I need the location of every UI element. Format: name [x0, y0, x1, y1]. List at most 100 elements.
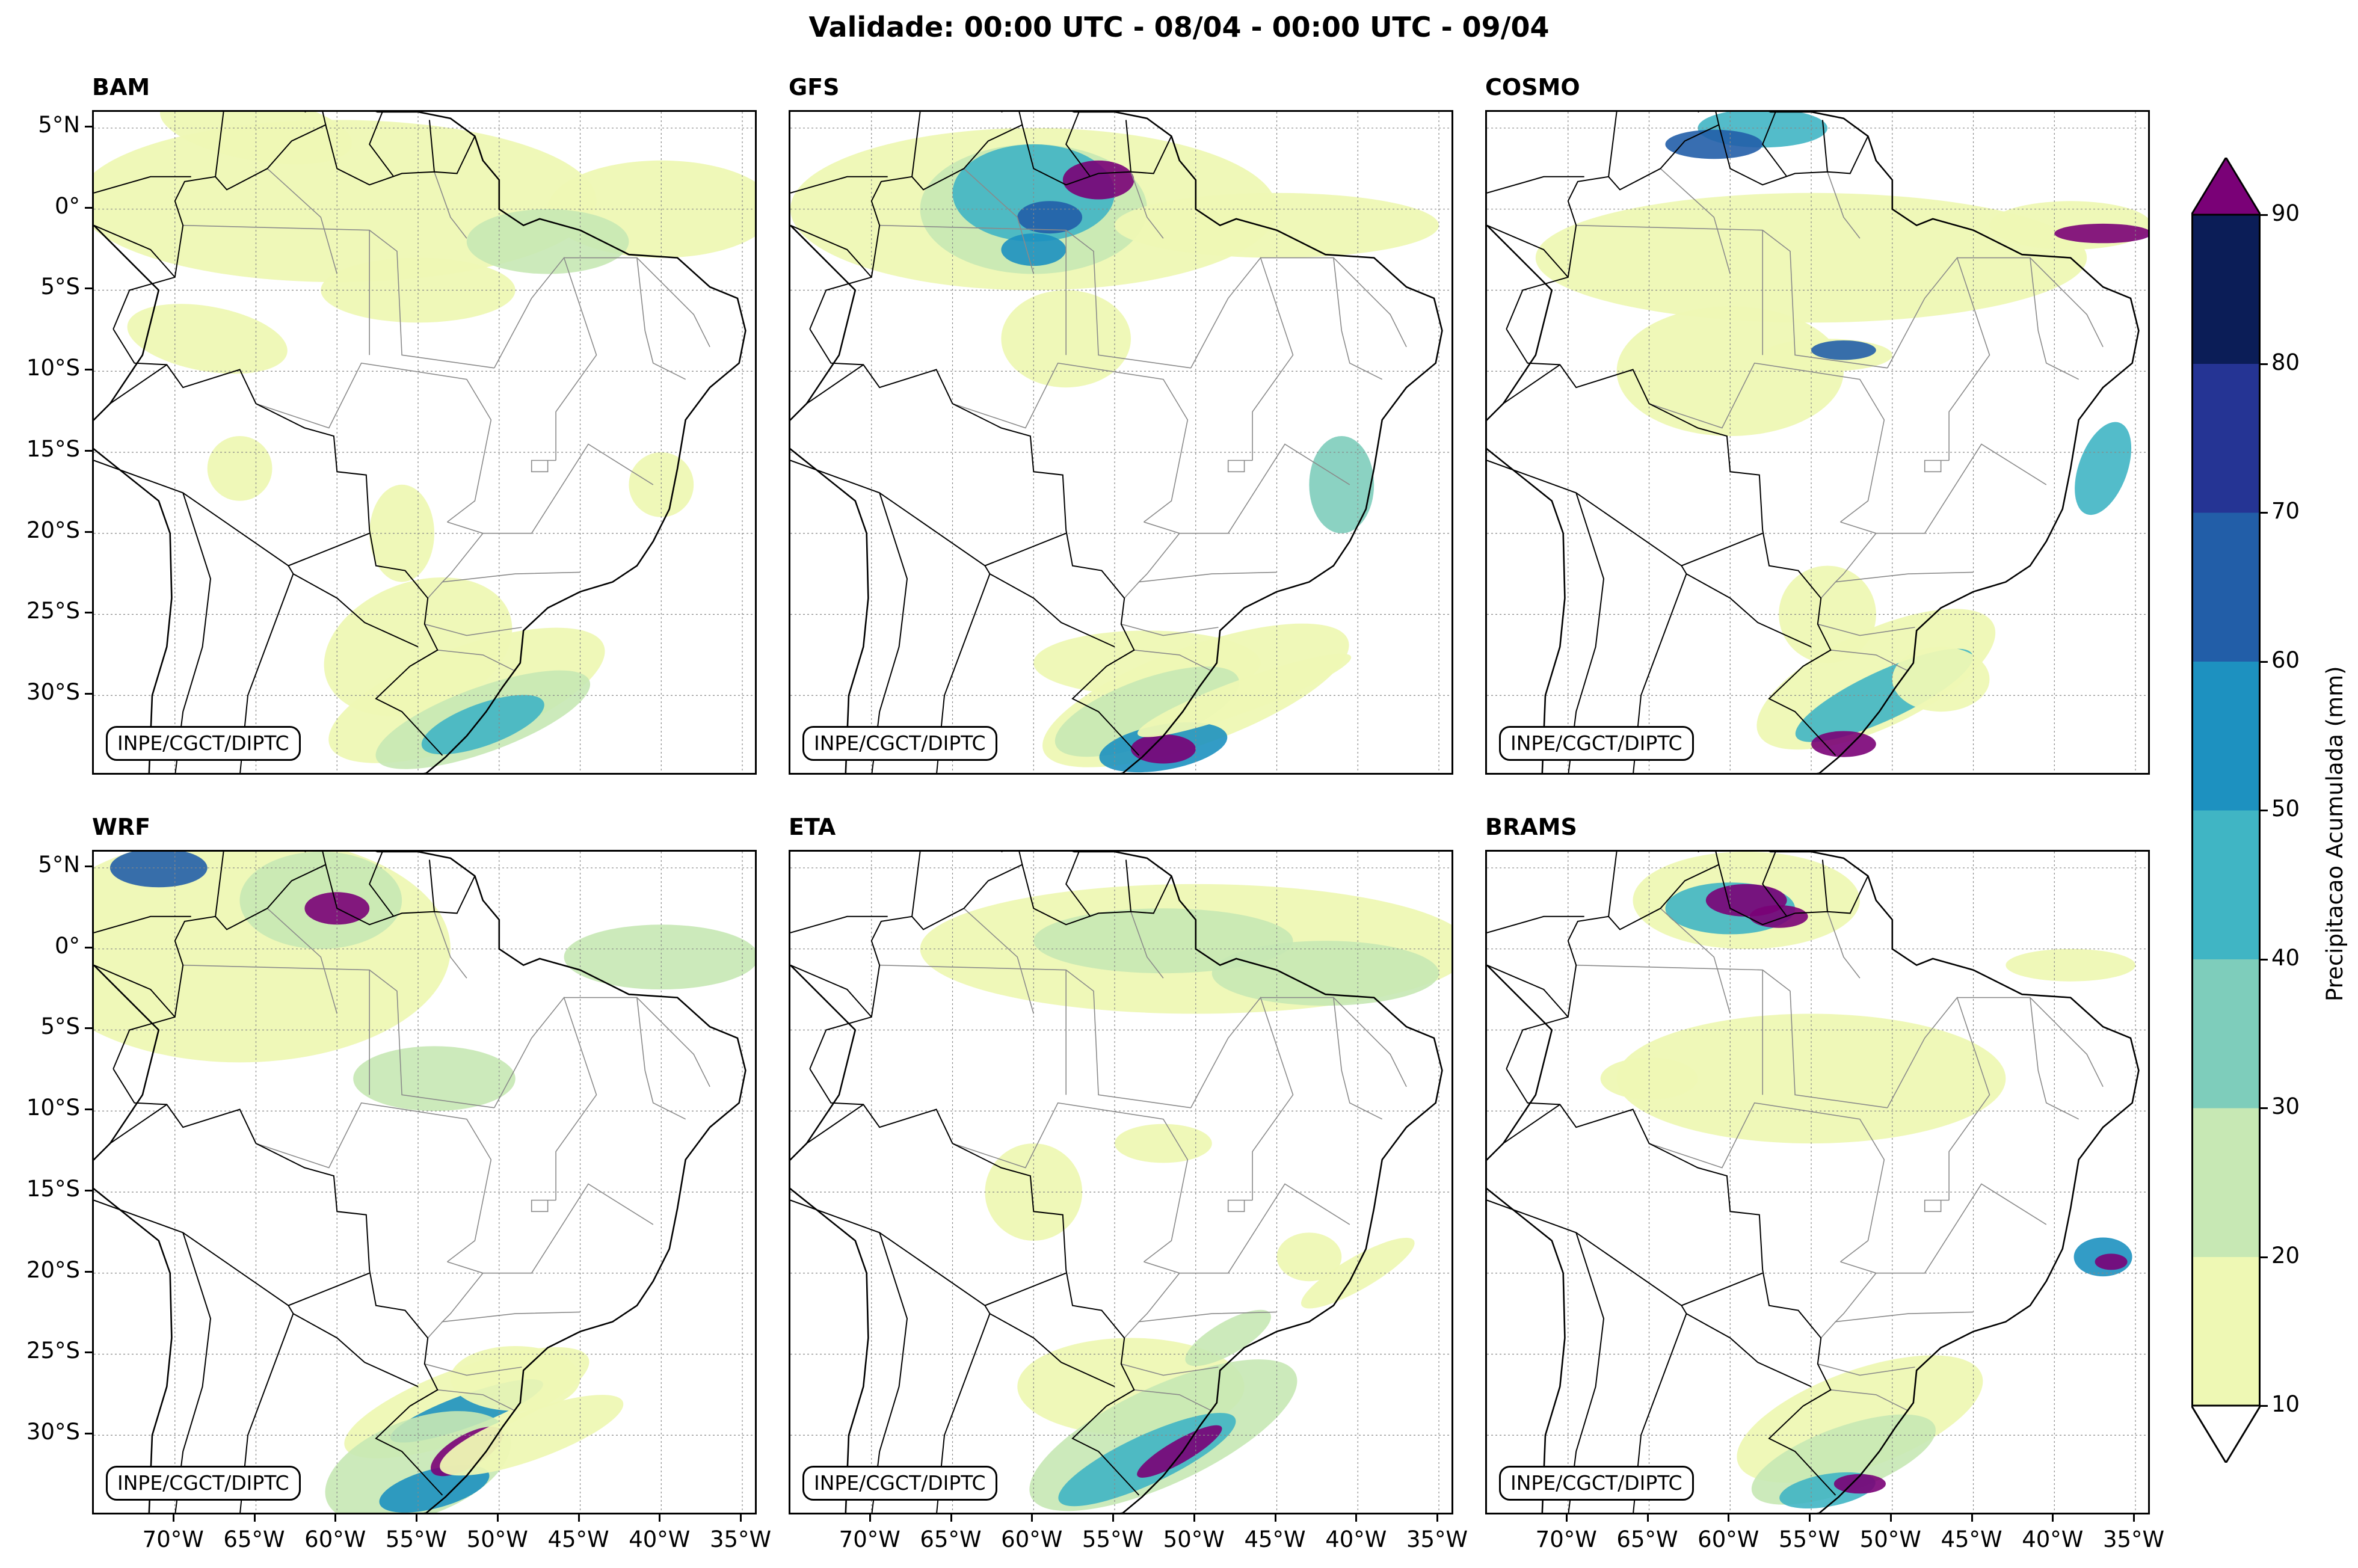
lat-tick: [85, 1270, 92, 1273]
precipitation-field: [94, 852, 755, 1513]
lon-tick: [2133, 1514, 2135, 1522]
precip-patch: [1131, 734, 1196, 764]
coastline: [94, 852, 746, 1513]
precip-patch: [1892, 647, 1990, 712]
colorbar-tick-label: 70: [2271, 498, 2300, 524]
colorbar-segment: [2191, 810, 2261, 959]
credit-label: INPE/CGCT/DIPTC: [106, 1466, 301, 1501]
colorbar-tick-label: 30: [2271, 1093, 2300, 1119]
colorbar-tick: [2261, 1405, 2268, 1407]
credit-label: INPE/CGCT/DIPTC: [802, 1466, 997, 1501]
precip-patch: [450, 1346, 580, 1411]
map-panel-brams: INPE/CGCT/DIPTC: [1485, 850, 2150, 1514]
colorbar-tick: [2261, 1256, 2268, 1258]
graticule: [94, 852, 755, 1513]
lat-tick-label: 30°S: [26, 1419, 80, 1445]
lat-tick-label: 15°S: [26, 1175, 80, 1202]
lat-tick-label: 0°: [54, 192, 80, 219]
precip-patch: [985, 1143, 1083, 1241]
precip-patch: [1616, 306, 1844, 436]
colorbar-tick-label: 60: [2271, 647, 2300, 673]
colorbar-tick-label: 20: [2271, 1242, 2300, 1268]
map-graphic-bam: [94, 112, 755, 773]
lat-tick: [85, 1433, 92, 1435]
lat-tick: [85, 287, 92, 290]
map-panel-gfs: INPE/CGCT/DIPTC: [789, 110, 1453, 775]
lon-tick-label: 45°W: [1941, 1526, 2002, 1552]
lat-tick: [85, 1189, 92, 1191]
lon-tick: [253, 1514, 256, 1522]
lon-tick-label: 50°W: [1859, 1526, 1921, 1552]
lon-tick-label: 65°W: [920, 1526, 982, 1552]
lat-tick-label: 20°S: [26, 517, 80, 543]
lon-tick: [1193, 1514, 1195, 1522]
colorbar-segment: [2191, 661, 2261, 811]
main-title: Validade: 00:00 UTC - 08/04 - 00:00 UTC …: [808, 11, 1550, 43]
precip-patch: [1811, 731, 1876, 757]
colorbar-segment: [2191, 959, 2261, 1108]
lon-tick: [1031, 1514, 1033, 1522]
lon-tick-label: 40°W: [1325, 1526, 1387, 1552]
lon-tick-label: 45°W: [547, 1526, 609, 1552]
credit-label: INPE/CGCT/DIPTC: [1499, 726, 1694, 761]
panel-title-gfs: GFS: [789, 74, 840, 100]
map-panel-eta: INPE/CGCT/DIPTC: [789, 850, 1453, 1514]
colorbar-over-arrow: [2190, 156, 2262, 216]
map-graphic-eta: [790, 852, 1451, 1513]
credit-label: INPE/CGCT/DIPTC: [106, 726, 301, 761]
lat-tick-label: 30°S: [26, 679, 80, 706]
colorbar-tick-label: 90: [2271, 200, 2300, 226]
lon-tick: [2052, 1514, 2054, 1522]
lon-tick: [1971, 1514, 1973, 1522]
precip-patch: [1211, 941, 1439, 1006]
lon-tick-label: 35°W: [1406, 1526, 1468, 1552]
lat-tick-label: 20°S: [26, 1256, 80, 1283]
lat-tick-label: 10°S: [26, 1095, 80, 1121]
coastline: [1487, 112, 2140, 773]
lon-tick: [740, 1514, 742, 1522]
lat-tick: [85, 125, 92, 128]
precip-patch: [1001, 233, 1067, 266]
precip-patch: [353, 1046, 516, 1111]
colorbar-under-arrow: [2190, 1404, 2262, 1465]
precip-patch: [1309, 436, 1374, 533]
lon-tick: [659, 1514, 661, 1522]
map-graphic-cosmo: [1487, 112, 2148, 773]
precip-patch: [440, 1395, 624, 1476]
state-borders: [1576, 168, 2104, 672]
lat-tick-label: 5°S: [40, 1013, 80, 1040]
map-panel-cosmo: INPE/CGCT/DIPTC: [1485, 110, 2150, 775]
map-graphic-wrf: [94, 852, 755, 1513]
lon-tick: [577, 1514, 580, 1522]
lon-tick: [1728, 1514, 1730, 1522]
panel-title-wrf: WRF: [92, 814, 151, 840]
lat-tick: [85, 1351, 92, 1354]
lon-tick-label: 70°W: [1535, 1526, 1597, 1552]
graticule: [94, 112, 755, 773]
map-panel-wrf: INPE/CGCT/DIPTC: [92, 850, 757, 1514]
precip-patch: [1779, 565, 1876, 663]
colorbar-tick: [2261, 958, 2268, 961]
precip-patch: [1137, 1425, 1222, 1478]
country-borders: [790, 852, 1172, 1513]
precip-patch: [564, 924, 755, 990]
precipitation-field: [94, 112, 755, 769]
lon-tick: [869, 1514, 871, 1522]
colorbar-tick-label: 80: [2271, 349, 2300, 375]
country-borders: [1487, 852, 1869, 1513]
lon-tick: [1112, 1514, 1115, 1522]
colorbar-tick: [2261, 512, 2268, 514]
lat-tick-label: 15°S: [26, 435, 80, 462]
lat-tick: [85, 1108, 92, 1111]
precip-patch: [1276, 1232, 1342, 1282]
panel-title-brams: BRAMS: [1485, 814, 1577, 840]
lat-tick: [85, 530, 92, 533]
lon-tick-label: 70°W: [142, 1526, 204, 1552]
lon-tick-label: 55°W: [1778, 1526, 1841, 1552]
lon-tick: [950, 1514, 952, 1522]
colorbar-segment: [2191, 1256, 2261, 1406]
map-panel-bam: INPE/CGCT/DIPTC: [92, 110, 757, 775]
lat-tick: [85, 369, 92, 371]
colorbar-tick-label: 50: [2271, 796, 2300, 822]
coastline: [1487, 852, 2140, 1513]
